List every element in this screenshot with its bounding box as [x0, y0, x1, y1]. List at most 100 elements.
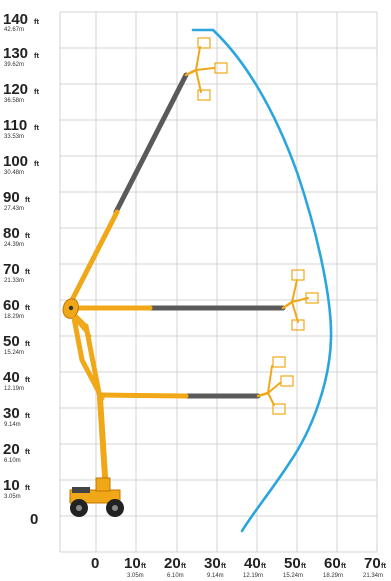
- y-tick-60-unit: ft: [25, 303, 30, 312]
- y-tick-10: 10 ft 3.05m: [3, 477, 30, 500]
- boom-high-grey-section: [113, 72, 189, 215]
- y-tick-110: 110 ft 33.53m: [3, 117, 39, 140]
- y-tick-140-value: 140: [3, 11, 28, 28]
- y-tick-20-unit: ft: [25, 447, 30, 456]
- platform-low: [256, 356, 294, 415]
- x-tick-50-metric: 15.24m: [283, 573, 303, 579]
- y-tick-50-metric: 15.24m: [4, 350, 24, 356]
- y-tick-100-value: 100: [3, 153, 28, 170]
- knuckle-joint: [62, 298, 79, 319]
- x-tick-10-metric: 3.05m: [127, 573, 144, 579]
- x-tick-60-metric: 18.29m: [323, 573, 343, 579]
- x-tick-70-metric: 21.34m: [363, 573, 383, 579]
- y-tick-120-unit: ft: [34, 87, 39, 96]
- grid: [59, 11, 378, 553]
- y-tick-30-unit: ft: [25, 411, 30, 420]
- platform-high: [184, 37, 228, 101]
- x-tick-60-value: 60: [324, 555, 341, 572]
- y-tick-140-unit: ft: [34, 17, 39, 26]
- y-tick-120-value: 120: [3, 81, 28, 98]
- y-tick-70: 70 ft 21.33m: [3, 261, 30, 284]
- y-tick-90-metric: 27.43m: [4, 206, 24, 212]
- platform-mid: [281, 269, 319, 331]
- x-tick-20-value: 20: [164, 555, 181, 572]
- y-tick-40-unit: ft: [25, 375, 30, 384]
- y-tick-100: 100 ft 30.48m: [3, 153, 39, 176]
- y-tick-60-metric: 18.29m: [4, 314, 24, 320]
- y-tick-60-value: 60: [3, 297, 20, 314]
- boom-position-low: [71, 315, 294, 415]
- y-tick-90-unit: ft: [25, 195, 30, 204]
- y-tick-80: 80 ft 24.39m: [3, 225, 30, 248]
- y-tick-0: 0: [30, 511, 38, 528]
- base-chassis: [69, 477, 124, 517]
- y-tick-130-metric: 39.62m: [4, 62, 24, 68]
- x-tick-30-value: 30: [204, 555, 221, 572]
- x-tick-40-unit: ft: [261, 561, 266, 570]
- y-tick-0-value: 0: [30, 511, 38, 528]
- x-tick-20: 20 ft 6.10m: [164, 555, 186, 579]
- x-tick-0-value: 0: [91, 555, 99, 572]
- boom-high-yellow-section: [69, 209, 120, 303]
- x-tick-70-unit: ft: [381, 561, 386, 570]
- y-tick-40-value: 40: [3, 369, 20, 386]
- x-tick-40-metric: 12.19m: [243, 573, 263, 579]
- y-tick-50-value: 50: [3, 333, 20, 350]
- x-tick-20-metric: 6.10m: [167, 573, 184, 579]
- x-tick-30: 30 ft 9.14m: [204, 555, 226, 579]
- y-tick-120-metric: 36.58m: [4, 98, 24, 104]
- x-tick-70-value: 70: [364, 555, 381, 572]
- y-tick-100-metric: 30.48m: [4, 170, 24, 176]
- x-tick-10-unit: ft: [141, 561, 146, 570]
- y-tick-30-metric: 9.14m: [4, 422, 21, 428]
- y-tick-30: 30 ft 9.14m: [3, 405, 30, 428]
- x-tick-70: 70 ft 21.34m: [363, 555, 386, 579]
- x-tick-60-unit: ft: [341, 561, 346, 570]
- x-tick-30-unit: ft: [221, 561, 226, 570]
- y-tick-50: 50 ft 15.24m: [3, 333, 30, 356]
- y-tick-50-unit: ft: [25, 339, 30, 348]
- y-tick-40: 40 ft 12.19m: [3, 369, 30, 392]
- y-tick-20-metric: 6.10m: [4, 458, 21, 464]
- riser-boom: [72, 316, 109, 495]
- horizontal-axis: 0 10 ft 3.05m 20 ft 6.10m 30 ft 9.14m 40…: [91, 555, 386, 579]
- y-tick-80-metric: 24.39m: [4, 242, 24, 248]
- y-tick-60: 60 ft 18.29m: [3, 297, 30, 320]
- working-envelope-curve: [191, 28, 333, 533]
- vertical-axis: 140 ft 42.67m 130 ft 39.62m 120 ft 36.58…: [3, 11, 39, 528]
- y-tick-70-value: 70: [3, 261, 20, 278]
- x-tick-50-unit: ft: [301, 561, 306, 570]
- y-tick-140: 140 ft 42.67m: [3, 11, 39, 33]
- y-tick-130-unit: ft: [34, 51, 39, 60]
- y-tick-30-value: 30: [3, 405, 20, 422]
- y-tick-80-value: 80: [3, 225, 20, 242]
- y-tick-20-value: 20: [3, 441, 20, 458]
- x-tick-0: 0: [91, 555, 99, 572]
- x-tick-50: 50 ft 15.24m: [283, 555, 306, 579]
- x-tick-10-value: 10: [124, 555, 141, 572]
- y-tick-20: 20 ft 6.10m: [3, 441, 30, 464]
- y-tick-10-metric: 3.05m: [4, 494, 21, 500]
- y-tick-10-value: 10: [3, 477, 20, 494]
- y-tick-130: 130 ft 39.62m: [3, 45, 39, 68]
- x-tick-10: 10 ft 3.05m: [124, 555, 146, 579]
- x-tick-50-value: 50: [284, 555, 301, 572]
- boom-mid-yellow-section: [67, 305, 153, 328]
- y-tick-70-unit: ft: [25, 267, 30, 276]
- y-tick-80-unit: ft: [25, 231, 30, 240]
- y-tick-90-value: 90: [3, 189, 20, 206]
- boom-position-high: [69, 37, 228, 303]
- y-tick-70-metric: 21.33m: [4, 278, 24, 284]
- x-tick-40-value: 40: [244, 555, 261, 572]
- y-tick-40-metric: 12.19m: [4, 386, 24, 392]
- x-tick-30-metric: 9.14m: [207, 573, 224, 579]
- y-tick-90: 90 ft 27.43m: [3, 189, 30, 212]
- x-tick-40: 40 ft 12.19m: [243, 555, 266, 579]
- y-tick-110-metric: 33.53m: [4, 134, 24, 140]
- y-tick-100-unit: ft: [34, 159, 39, 168]
- x-tick-20-unit: ft: [181, 561, 186, 570]
- y-tick-130-value: 130: [3, 45, 28, 62]
- boom-position-mid: [67, 269, 319, 331]
- y-tick-10-unit: ft: [25, 483, 30, 492]
